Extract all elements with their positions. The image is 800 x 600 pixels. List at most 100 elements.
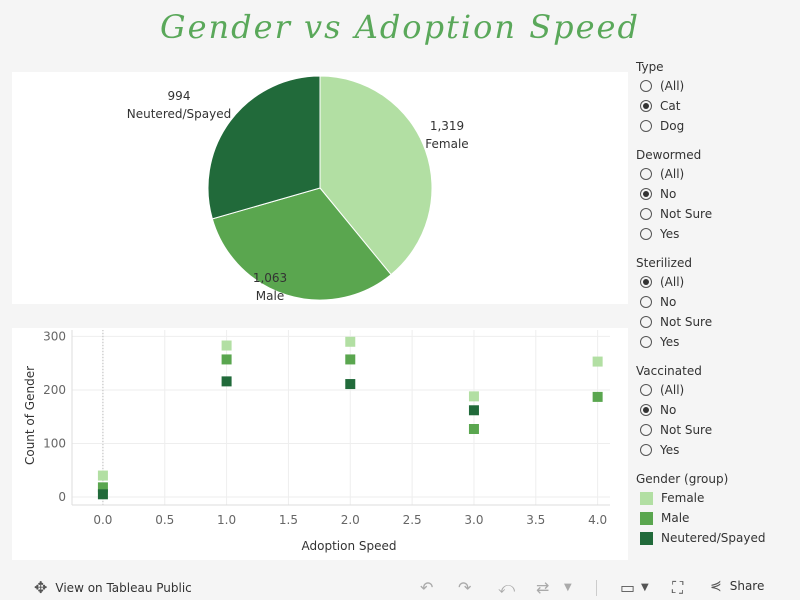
radio-button[interactable] — [640, 336, 652, 348]
radio-button[interactable] — [640, 168, 652, 180]
x-tick-label: 3.5 — [526, 513, 545, 527]
filter-option-label: Yes — [660, 227, 680, 241]
filter-option[interactable]: No — [636, 184, 800, 204]
x-tick-label: 1.0 — [217, 513, 236, 527]
filter-option[interactable]: No — [636, 292, 800, 312]
radio-button[interactable] — [640, 120, 652, 132]
data-point-neutered-spayed[interactable] — [221, 376, 232, 387]
legend-label: Male — [661, 511, 690, 525]
pie-chart: 1,319 Female 1,063 Male 994 Neutered/Spayed — [127, 75, 469, 303]
filter-sidebar: Type (All) Cat Dog Dewormed (All) No Not Sure Ye… — [636, 58, 800, 558]
y-axis-title: Count of Gender — [23, 366, 37, 465]
view-on-tableau-label: View on Tableau Public — [55, 580, 192, 595]
x-axis-title: Adoption Speed — [302, 539, 397, 553]
filter-option[interactable]: Not Sure — [636, 420, 800, 440]
filter-option[interactable]: Yes — [636, 440, 800, 460]
toolbar-divider — [596, 580, 597, 596]
legend-item[interactable]: Neutered/Spayed — [636, 528, 800, 548]
radio-button[interactable] — [640, 100, 652, 112]
refresh-dropdown-icon[interactable]: ▼ — [564, 582, 572, 593]
data-point-female[interactable] — [345, 336, 356, 347]
pie-slice-male[interactable] — [211, 187, 392, 301]
y-tick-label: 200 — [43, 383, 66, 397]
x-tick-label: 1.5 — [279, 513, 298, 527]
radio-button[interactable] — [640, 384, 652, 396]
share-button[interactable]: ⋞ Share — [710, 578, 764, 594]
pie-slice-female[interactable] — [319, 75, 433, 276]
revert-icon[interactable]: ⤺ — [498, 578, 516, 597]
filter-title: Sterilized — [636, 256, 692, 270]
filter-option-label: No — [660, 403, 677, 417]
filter-option[interactable]: (All) — [636, 76, 800, 96]
data-point-neutered-spayed[interactable] — [345, 379, 356, 390]
radio-button[interactable] — [640, 316, 652, 328]
filter-option[interactable]: No — [636, 400, 800, 420]
redo-icon[interactable]: ↷ — [458, 578, 472, 597]
data-point-neutered-spayed[interactable] — [468, 405, 479, 416]
data-point-male[interactable] — [97, 482, 108, 493]
filter-option[interactable]: (All) — [636, 164, 800, 184]
filter-sterilized: Sterilized (All) No Not Sure Yes — [636, 254, 800, 352]
data-point-male[interactable] — [592, 391, 603, 402]
pie-slice-neutered-spayed[interactable] — [207, 75, 321, 220]
tableau-logo-icon: ✥ — [34, 578, 48, 597]
refresh-icon[interactable]: ⇄ — [536, 578, 550, 597]
filter-option-label: (All) — [660, 79, 685, 93]
filter-option[interactable]: (All) — [636, 380, 800, 400]
radio-button[interactable] — [640, 444, 652, 456]
comment-icon[interactable]: ▭ — [620, 578, 636, 597]
data-point-female[interactable] — [221, 340, 232, 351]
data-point-female[interactable] — [592, 356, 603, 367]
filter-option-label: Yes — [660, 335, 680, 349]
data-point-female[interactable] — [97, 470, 108, 481]
share-icon: ⋞ — [710, 578, 722, 594]
fullscreen-icon[interactable]: ⛶ — [672, 578, 684, 597]
radio-button[interactable] — [640, 296, 652, 308]
filter-option[interactable]: (All) — [636, 272, 800, 292]
pie-value-label: 1,319 — [430, 119, 464, 133]
legend-title: Gender (group) — [636, 472, 729, 486]
filter-option[interactable]: Yes — [636, 224, 800, 244]
filter-vaccinated: Vaccinated (All) No Not Sure Yes — [636, 362, 800, 460]
filter-title: Vaccinated — [636, 364, 702, 378]
filter-option-label: Yes — [660, 443, 680, 457]
filter-option[interactable]: Yes — [636, 332, 800, 352]
radio-button[interactable] — [640, 276, 652, 288]
radio-button[interactable] — [640, 404, 652, 416]
legend: Gender (group) Female Male Neutered/Spayed — [636, 470, 800, 548]
data-point-male[interactable] — [345, 354, 356, 365]
legend-item[interactable]: Female — [636, 488, 800, 508]
y-tick-label: 300 — [43, 329, 66, 343]
filter-option[interactable]: Dog — [636, 116, 800, 136]
undo-icon[interactable]: ↶ — [420, 578, 434, 597]
comment-dropdown-icon[interactable]: ▼ — [641, 582, 649, 593]
x-tick-label: 0.0 — [93, 513, 112, 527]
radio-button[interactable] — [640, 208, 652, 220]
filter-option[interactable]: Not Sure — [636, 312, 800, 332]
legend-swatch — [640, 491, 653, 505]
scatter-chart: 0.0 0.5 1.0 1.5 2.0 2.5 3.0 3.5 4.0 0 100 200 300 Ado… — [23, 329, 610, 553]
radio-button[interactable] — [640, 228, 652, 240]
view-on-tableau-link[interactable]: ✥ View on Tableau Public — [34, 578, 192, 597]
radio-button[interactable] — [640, 188, 652, 200]
data-point-female[interactable] — [468, 391, 479, 402]
filter-option-label: Dog — [660, 119, 685, 133]
pie-category-label: Female — [425, 137, 468, 151]
filter-option[interactable]: Cat — [636, 96, 800, 116]
filter-option-label: Not Sure — [660, 207, 713, 221]
data-point-male[interactable] — [221, 354, 232, 365]
pie-chart-panel: 1,319 Female 1,063 Male 994 Neutered/Spayed — [12, 72, 628, 304]
filter-type: Type (All) Cat Dog — [636, 58, 800, 136]
filter-option-label: (All) — [660, 383, 685, 397]
scatter-chart-panel: 0.0 0.5 1.0 1.5 2.0 2.5 3.0 3.5 4.0 0 100 200 300 Ado… — [12, 328, 628, 560]
filter-option[interactable]: Not Sure — [636, 204, 800, 224]
data-point-neutered-spayed[interactable] — [97, 489, 108, 500]
filter-option-label: No — [660, 295, 677, 309]
filter-option-label: (All) — [660, 275, 685, 289]
y-tick-label: 100 — [43, 436, 66, 450]
data-point-male[interactable] — [468, 424, 479, 435]
radio-button[interactable] — [640, 80, 652, 92]
legend-item[interactable]: Male — [636, 508, 800, 528]
radio-button[interactable] — [640, 424, 652, 436]
pie-category-label: Neutered/Spayed — [127, 107, 231, 121]
